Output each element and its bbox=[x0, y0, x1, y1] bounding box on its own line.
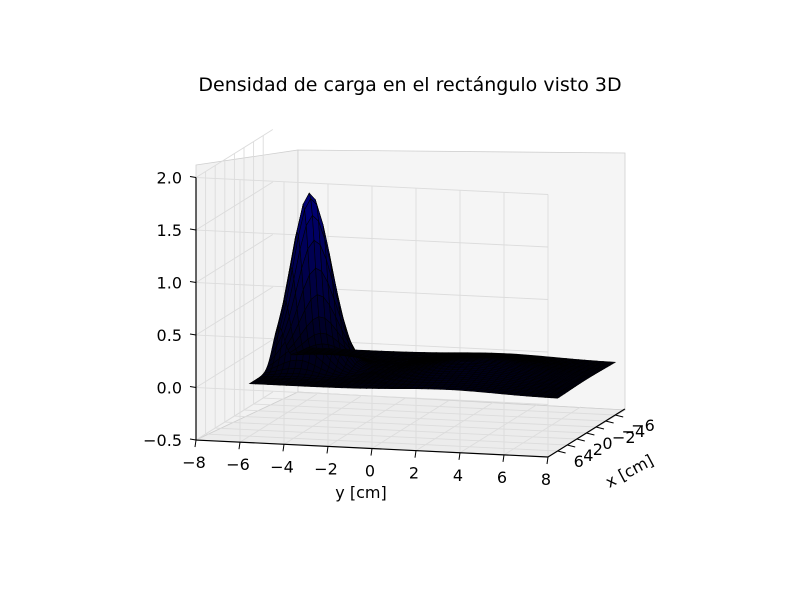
z-tick bbox=[189, 176, 197, 179]
grid-line-x bbox=[205, 433, 558, 452]
y-tick bbox=[370, 448, 373, 456]
chart-title: Densidad de carga en el rectángulo visto… bbox=[198, 74, 621, 96]
x-tick bbox=[576, 438, 585, 442]
y-tick-label: −8 bbox=[182, 453, 206, 472]
grid-line-x bbox=[234, 415, 587, 434]
y-axis-label: y [cm] bbox=[335, 483, 386, 502]
grid-line-x bbox=[224, 421, 577, 440]
x-tick-label: −6 bbox=[631, 416, 655, 435]
z-tick-label: −0.5 bbox=[143, 431, 182, 450]
x-tick-label: −2 bbox=[612, 428, 636, 447]
axes bbox=[189, 176, 626, 465]
y-tick bbox=[414, 450, 417, 458]
tick-labels: −8 −6 −4 −2 0 2 4 6 8−6−4−20246−0.50.00.51.01.52… bbox=[143, 169, 655, 489]
y-tick-label: −4 bbox=[270, 457, 294, 476]
y-tick-label: 0 bbox=[365, 462, 375, 481]
y-tick bbox=[502, 454, 505, 462]
grid-line-x bbox=[215, 427, 568, 446]
z-tick bbox=[189, 386, 197, 389]
y-tick-label: −2 bbox=[314, 459, 338, 478]
x-tick bbox=[615, 414, 624, 418]
grid-line-x bbox=[243, 409, 597, 428]
y-tick-label: 2 bbox=[409, 464, 419, 483]
x-tick-label: 0 bbox=[602, 434, 612, 453]
z-tick-label: 0.5 bbox=[157, 326, 182, 345]
x-tick bbox=[605, 420, 614, 424]
x-tick bbox=[595, 426, 605, 430]
y-tick bbox=[238, 442, 241, 450]
z-tick-label: 1.0 bbox=[157, 274, 182, 293]
z-tick bbox=[189, 438, 197, 441]
y-tick bbox=[326, 446, 329, 454]
grid-line-x bbox=[263, 397, 616, 416]
x-tick bbox=[586, 432, 595, 436]
x-tick bbox=[557, 450, 566, 454]
back-pane-left bbox=[195, 149, 299, 441]
y-tick-label: 4 bbox=[453, 466, 463, 485]
charge-density-surface bbox=[248, 192, 617, 399]
surface-patch bbox=[606, 361, 617, 364]
grid-line-x bbox=[253, 403, 606, 422]
z-tick-label: 0.0 bbox=[157, 379, 182, 398]
y-tick-label: 6 bbox=[497, 468, 507, 487]
y-tick-label: −6 bbox=[226, 455, 250, 474]
x-tick bbox=[567, 444, 576, 448]
z-tick bbox=[189, 281, 197, 284]
x-axis-label: x [cm] bbox=[602, 451, 656, 492]
y-tick bbox=[546, 456, 549, 465]
y-tick-label: 8 bbox=[541, 470, 551, 489]
y-tick bbox=[282, 444, 285, 452]
x-tick-label: −4 bbox=[622, 422, 646, 441]
z-tick bbox=[189, 228, 197, 231]
z-tick bbox=[189, 333, 197, 336]
x-tick-label: 4 bbox=[583, 446, 593, 465]
x-tick-label: 6 bbox=[574, 452, 584, 471]
y-tick bbox=[458, 452, 461, 460]
z-tick-label: 2.0 bbox=[157, 169, 182, 188]
z-tick-label: 1.5 bbox=[157, 221, 182, 240]
y-tick bbox=[194, 439, 197, 448]
x-tick-label: 2 bbox=[593, 440, 603, 459]
